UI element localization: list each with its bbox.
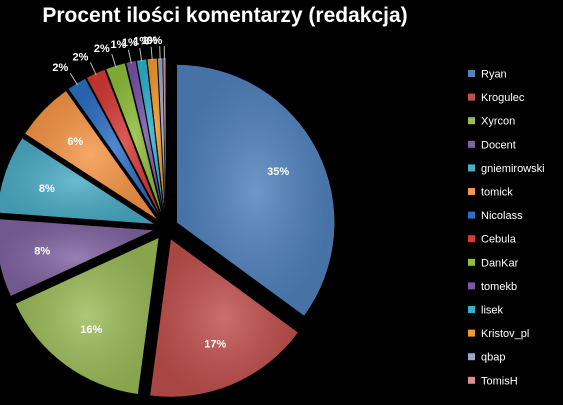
legend-label: Kristov_pl: [481, 328, 529, 340]
data-label: 35%: [267, 166, 289, 178]
legend-swatch: [468, 93, 475, 101]
data-label: 6%: [67, 136, 83, 148]
data-label: 2%: [52, 62, 68, 74]
legend-label: lisek: [481, 305, 504, 317]
data-label: 16%: [80, 324, 102, 336]
legend-label: Xyrcon: [481, 116, 515, 128]
label-leader-line: [150, 46, 153, 61]
label-leader-line: [127, 49, 132, 64]
legend-label: gniemirowski: [481, 163, 545, 175]
legend-swatch: [468, 164, 475, 172]
legend-swatch: [468, 211, 475, 219]
data-label: 17%: [204, 339, 226, 351]
legend-label: DanKar: [481, 257, 519, 269]
legend-label: Krogulec: [481, 92, 525, 104]
legend-label: Cebula: [481, 234, 517, 246]
legend: Ryan Krogulec Xyrcon Docent gniemirowski tomi…: [468, 69, 545, 387]
data-label: 2%: [94, 43, 110, 55]
label-leader-line: [89, 62, 97, 76]
legend-swatch: [468, 376, 475, 384]
chart-title: Procent ilości komentarzy (redakcja): [42, 4, 408, 27]
legend-label: tomick: [481, 187, 513, 199]
legend-label: Nicolass: [481, 210, 523, 222]
pie-slices: [0, 57, 335, 398]
data-label: 8%: [39, 183, 55, 195]
data-label: 8%: [34, 245, 50, 257]
data-label: 1%: [133, 36, 149, 48]
legend-swatch: [468, 140, 475, 148]
data-label: 1%: [122, 37, 138, 49]
data-label: 0%: [146, 35, 162, 47]
legend-swatch: [468, 329, 475, 337]
legend-swatch: [468, 70, 475, 77]
pie-data-labels: 35%17%16%8%8%6%2%2%2% 1%1%1%1%0%: [34, 35, 289, 351]
label-leader-line: [139, 47, 143, 62]
legend-label: TomisH: [481, 375, 518, 387]
legend-swatch: [468, 235, 475, 243]
legend-swatch: [468, 258, 475, 266]
legend-swatch: [468, 188, 475, 195]
legend-label: tomekb: [481, 281, 517, 293]
label-leader-line: [69, 72, 79, 86]
legend-label: Docent: [481, 139, 516, 151]
legend-swatch: [468, 117, 475, 125]
legend-label: qbap: [481, 352, 505, 364]
legend-swatch: [468, 353, 475, 361]
legend-swatch: [468, 306, 475, 313]
data-label: 1%: [111, 39, 127, 51]
label-leader-line: [111, 54, 117, 68]
data-label: 2%: [73, 51, 89, 63]
legend-swatch: [468, 282, 475, 290]
legend-label: Ryan: [481, 69, 507, 81]
data-label: 1%: [142, 35, 158, 47]
